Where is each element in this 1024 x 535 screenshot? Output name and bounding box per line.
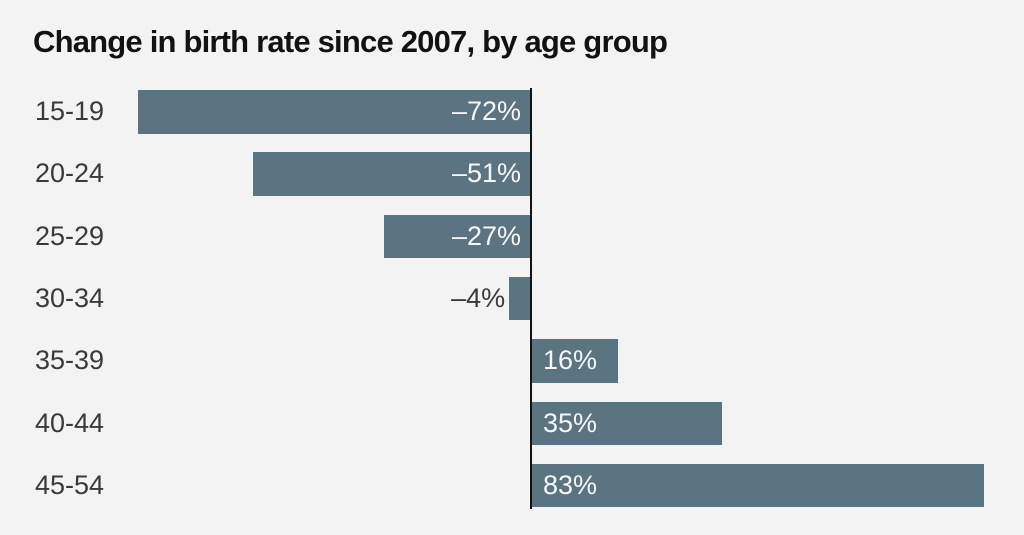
category-label: 45-54	[35, 469, 105, 500]
category-label: 30-34	[35, 282, 105, 313]
chart-title: Change in birth rate since 2007, by age …	[33, 24, 668, 59]
category-label: 20-24	[35, 158, 105, 189]
bar	[531, 339, 619, 383]
category-label: 15-19	[35, 96, 105, 126]
bar-row: 45-54 83%	[0, 463, 1024, 508]
bar-row: 30-34 –4%	[0, 276, 1024, 321]
category-label: 40-44	[35, 407, 105, 438]
value-label: –72%	[451, 96, 521, 126]
value-label: –51%	[451, 158, 521, 189]
bar	[531, 401, 723, 446]
bar-row: 25-29 –27%	[0, 214, 1024, 259]
bar	[509, 276, 531, 321]
value-label: 16%	[543, 345, 598, 376]
category-label: 35-39	[35, 345, 105, 376]
category-label: 25-29	[35, 220, 105, 251]
zero-axis-line	[529, 88, 532, 509]
value-label: 83%	[543, 469, 598, 500]
value-label: –27%	[451, 220, 521, 251]
value-label: 35%	[543, 407, 598, 438]
bar-row: 35-39 16%	[0, 339, 1024, 383]
bar-row: 15-19 –72%	[0, 90, 1024, 134]
bar	[383, 214, 531, 259]
bar-row: 20-24 –51%	[0, 152, 1024, 196]
bar	[531, 463, 985, 508]
bar	[252, 152, 531, 196]
bar	[137, 90, 531, 134]
bar-row: 40-44 35%	[0, 401, 1024, 446]
value-label: –4%	[451, 282, 506, 313]
